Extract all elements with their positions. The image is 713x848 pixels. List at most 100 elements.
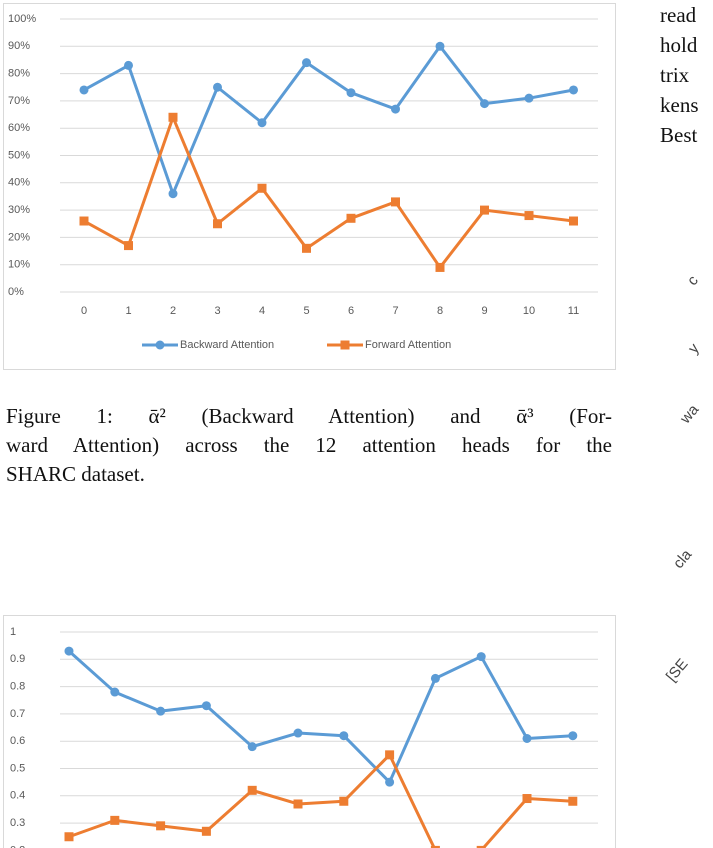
text-line: hold (660, 33, 698, 57)
y-tick-label: 0.5 (10, 762, 25, 774)
marker (257, 183, 267, 193)
marker (156, 706, 166, 716)
series-line (68, 753, 573, 848)
marker (168, 112, 178, 122)
series-line (83, 115, 574, 269)
rotated-label: [SE (662, 655, 692, 685)
marker (64, 832, 74, 842)
marker (524, 93, 534, 103)
text-line: read (660, 3, 697, 27)
chart-1: 0% 10% 20% 30% 40% 50% 60% 70% 80% 90% 100% 0 1 2 3 4 5 6… (3, 3, 616, 370)
marker (124, 241, 133, 251)
y-tick-label: 100% (8, 13, 36, 25)
y-tick-label: 0.8 (10, 681, 25, 693)
marker (247, 742, 257, 752)
marker (522, 794, 532, 804)
marker (480, 205, 489, 215)
y-tick-label: 60% (8, 122, 30, 134)
marker (522, 733, 532, 743)
marker (110, 815, 120, 825)
legend-marker (340, 340, 350, 350)
marker (293, 728, 303, 738)
x-tick-label: 10 (523, 305, 535, 317)
marker (569, 216, 578, 226)
y-tick-label: 0.6 (10, 735, 25, 747)
legend-marker (155, 340, 165, 350)
marker (346, 88, 356, 98)
series-line (83, 44, 574, 196)
caption-line: SHARC dataset. (6, 462, 145, 486)
marker (257, 118, 267, 128)
marker (247, 785, 257, 795)
marker (339, 796, 349, 806)
marker (110, 687, 120, 697)
y-tick-label: 0.2 (10, 844, 25, 848)
marker (524, 211, 534, 221)
y-tick-label: 0.7 (10, 708, 25, 720)
marker (476, 845, 486, 848)
y-tick-label: 0.9 (10, 653, 25, 665)
y-tick-label: 0% (8, 286, 24, 298)
rotated-label: cla (669, 546, 696, 572)
caption-line: Figure 1: ᾱ² (Backward Attention) and ᾱ³… (6, 404, 612, 428)
chart-frame (3, 615, 616, 848)
marker (201, 701, 211, 711)
marker (213, 82, 222, 92)
marker (302, 58, 311, 68)
marker (430, 845, 440, 848)
x-tick-label: 2 (170, 305, 176, 317)
y-tick-label: 40% (8, 177, 30, 189)
marker (480, 99, 489, 109)
x-tick-label: 1 (125, 305, 131, 317)
marker (568, 731, 578, 741)
marker (79, 216, 89, 226)
marker (435, 41, 445, 51)
marker (213, 219, 222, 229)
y-tick-label: 90% (8, 40, 30, 52)
marker (391, 104, 400, 114)
y-tick-label: 80% (8, 68, 30, 80)
x-tick-label: 4 (259, 305, 265, 317)
x-tick-label: 0 (81, 305, 87, 317)
marker (339, 731, 349, 741)
y-tick-label: 10% (8, 259, 30, 271)
caption-line: ward Attention) across the 12 attention … (6, 433, 612, 457)
marker (293, 799, 303, 809)
chart-2: 00.10.20.30.40.50.60.70.80.91 (3, 615, 616, 848)
caption: Figure 1: ᾱ² (Backward Attention) and ᾱ³… (6, 402, 612, 489)
marker (385, 750, 395, 760)
marker (568, 796, 578, 806)
x-tick-label: 9 (481, 305, 487, 317)
x-tick-label: 11 (568, 305, 579, 317)
y-tick-label: 1 (10, 626, 16, 638)
y-tick-label: 70% (8, 95, 30, 107)
legend-label: Backward Attention (180, 339, 274, 351)
marker (302, 243, 311, 253)
y-tick-label: 20% (8, 231, 30, 243)
x-tick-label: 3 (214, 305, 220, 317)
y-tick-label: 0.3 (10, 817, 25, 829)
y-tick-label: 50% (8, 149, 30, 161)
marker (385, 777, 395, 787)
y-tick-label: 0.4 (10, 790, 25, 802)
rotated-label: y (684, 340, 703, 357)
marker (476, 652, 486, 662)
text-line: Best (660, 123, 698, 147)
marker (79, 85, 89, 95)
x-tick-label: 6 (348, 305, 354, 317)
marker (168, 189, 178, 199)
marker (201, 826, 211, 836)
text-line: kens (660, 93, 699, 117)
marker (64, 646, 74, 656)
text-line: trix (660, 63, 690, 87)
marker (430, 673, 440, 683)
marker (435, 262, 445, 272)
marker (569, 85, 578, 95)
marker (156, 821, 166, 831)
right-column-text: read hold trix kens Best (660, 0, 699, 150)
legend-label: Forward Attention (365, 339, 451, 351)
marker (391, 197, 400, 207)
y-tick-label: 30% (8, 204, 30, 216)
x-tick-label: 7 (392, 305, 398, 317)
